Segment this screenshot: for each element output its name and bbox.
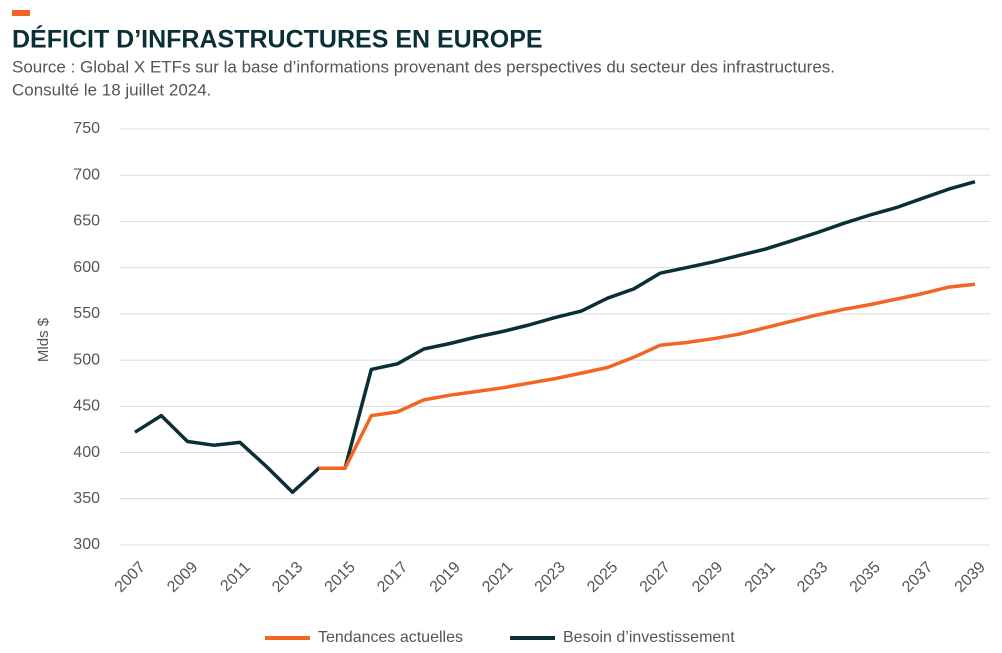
x-tick-label: 2025 [584, 559, 621, 596]
x-tick-label: 2035 [847, 559, 884, 596]
accent-bar [12, 10, 30, 16]
x-tick-label: 2017 [374, 559, 411, 596]
y-axis-label: Mlds $ [35, 317, 52, 362]
x-tick-label: 2013 [269, 559, 306, 596]
y-tick-label: 400 [73, 444, 100, 461]
y-tick-label: 700 [73, 166, 100, 183]
x-tick-label: 2009 [164, 559, 201, 596]
x-tick-label: 2027 [637, 559, 674, 596]
y-tick-label: 600 [73, 259, 100, 276]
chart-subtitle: Source : Global X ETFs sur la base d’inf… [12, 57, 835, 76]
y-tick-label: 450 [73, 398, 100, 415]
y-tick-label: 350 [73, 490, 100, 507]
x-tick-label: 2037 [899, 559, 936, 596]
series-line [134, 180, 976, 495]
y-tick-label: 500 [73, 351, 100, 368]
y-tick-label: 300 [73, 536, 100, 553]
chart-subtitle: Consulté le 18 juillet 2024. [12, 80, 211, 99]
legend-label: Tendances actuelles [318, 629, 463, 646]
x-tick-label: 2033 [794, 559, 831, 596]
x-tick-label: 2007 [112, 559, 149, 596]
x-tick-label: 2021 [479, 559, 516, 596]
x-tick-label: 2029 [689, 559, 726, 596]
x-tick-label: 2015 [322, 559, 359, 596]
x-tick-label: 2039 [952, 559, 989, 596]
y-tick-label: 650 [73, 213, 100, 230]
y-tick-label: 550 [73, 305, 100, 322]
x-tick-label: 2011 [217, 559, 253, 595]
x-tick-label: 2023 [532, 559, 569, 596]
x-tick-label: 2019 [427, 559, 464, 596]
x-tick-label: 2031 [742, 559, 779, 596]
chart-title: DÉFICIT D’INFRASTRUCTURES EN EUROPE [12, 25, 543, 54]
y-tick-label: 750 [73, 120, 100, 137]
series-line [318, 282, 976, 471]
legend-label: Besoin d’investissement [563, 629, 735, 646]
